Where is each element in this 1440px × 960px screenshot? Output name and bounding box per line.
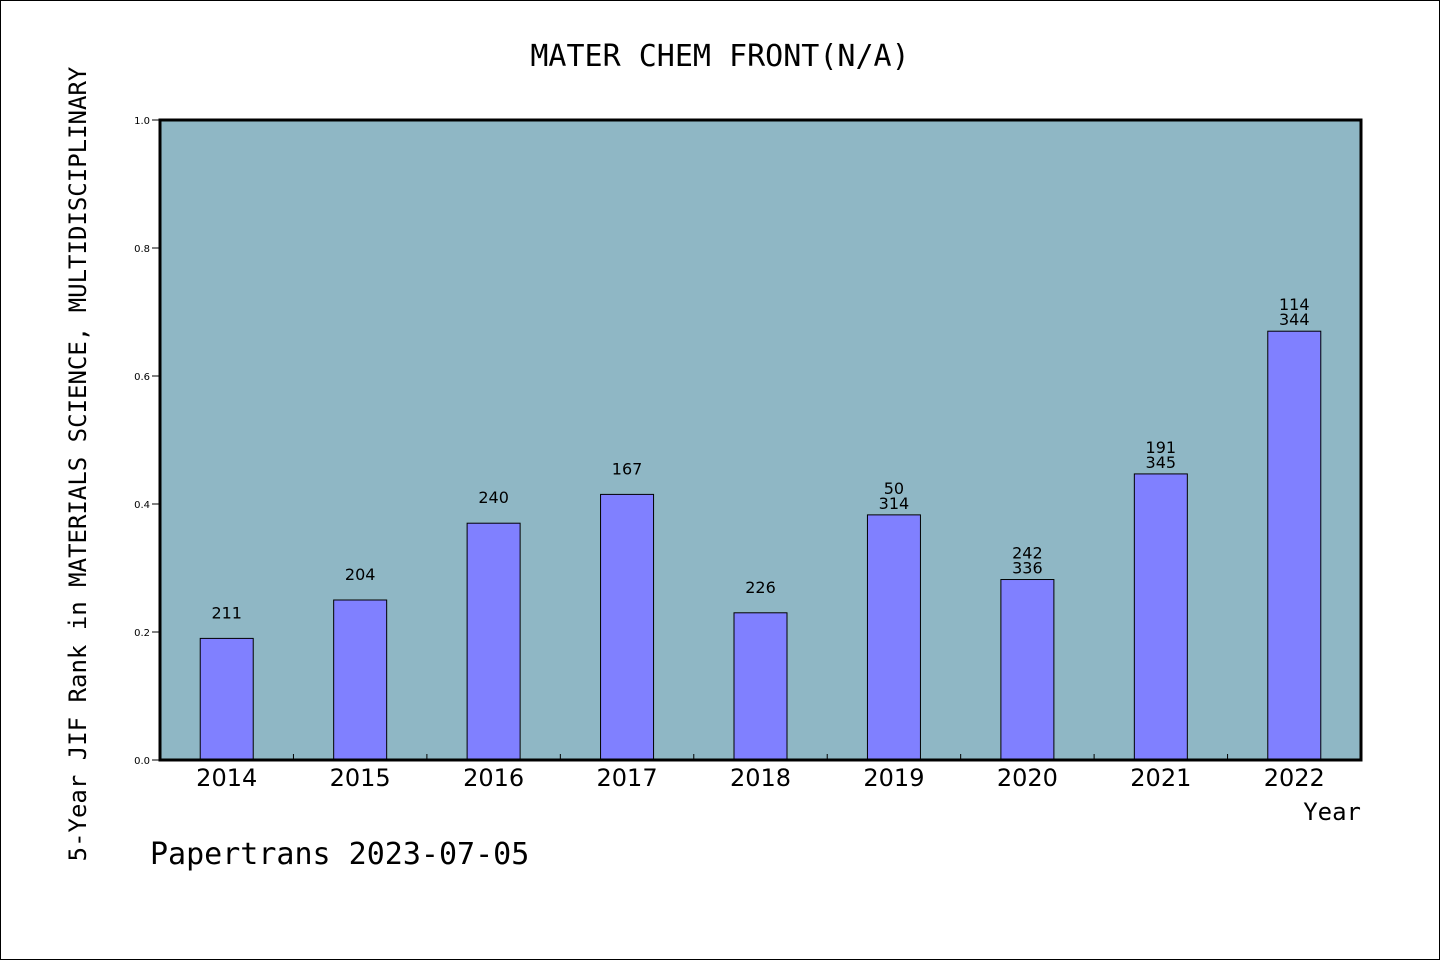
y-tick-label: 0.2 [134, 628, 150, 639]
y-tick-label: 0.0 [134, 756, 150, 767]
bar-2014 [199, 637, 254, 761]
x-tick-label-2022: 2022 [1264, 764, 1325, 792]
plot-border [158, 118, 1363, 762]
bar-label-2022-1: 344 [1279, 310, 1310, 329]
y-tick-label: 1.0 [134, 116, 150, 127]
bar-label-2016: 240 [478, 488, 509, 507]
chart-title: MATER CHEM FRONT(N/A) [530, 39, 909, 74]
y-axis-title: 5-Year JIF Rank in MATERIALS SCIENCE, MU… [64, 66, 92, 861]
y-tick-label: 0.4 [134, 500, 150, 511]
footer-credit: Papertrans 2023-07-05 [150, 837, 529, 872]
bar-label-2021-0: 191 [1146, 438, 1177, 457]
bar-2021 [1133, 473, 1188, 761]
bar-2017 [600, 493, 655, 761]
bar-label-2019-0: 50 [884, 479, 904, 498]
bar-2019 [866, 514, 921, 761]
bar-2020 [1000, 579, 1055, 761]
x-tick-label-2017: 2017 [597, 764, 658, 792]
x-tick-label-2019: 2019 [863, 764, 924, 792]
bar-label-2017: 167 [612, 459, 643, 478]
y-axis: 0.0 0.2 0.4 0.6 0.8 1.0 [134, 116, 160, 767]
x-tick-label-2020: 2020 [997, 764, 1058, 792]
x-axis-title: Year [1303, 798, 1361, 826]
bar-label-2020-1: 336 [1012, 559, 1043, 578]
bar-label-2020-0: 242 [1012, 544, 1043, 563]
bar-label-2015: 204 [345, 565, 376, 584]
x-tick-label-2014: 2014 [196, 764, 257, 792]
bar-2018 [733, 612, 788, 761]
y-tick-label: 0.8 [134, 244, 150, 255]
bar-label-2014: 211 [211, 603, 242, 622]
bar-2022 [1267, 330, 1322, 761]
bar-label-2022-0: 114 [1279, 295, 1310, 314]
x-tick-label-2015: 2015 [330, 764, 391, 792]
bar-label-2021-1: 345 [1146, 453, 1177, 472]
x-tick-label-2018: 2018 [730, 764, 791, 792]
bar-label-2018: 226 [745, 578, 776, 597]
x-tick-label-2016: 2016 [463, 764, 524, 792]
bar-label-2019-1: 314 [879, 494, 910, 513]
bar-2016 [466, 522, 521, 761]
bar-2015 [333, 599, 388, 761]
x-tick-label-2021: 2021 [1130, 764, 1191, 792]
x-axis: 2014 2015 2016 2017 2018 2019 2020 2021 2022 [196, 754, 1325, 792]
y-tick-label: 0.6 [134, 372, 150, 383]
